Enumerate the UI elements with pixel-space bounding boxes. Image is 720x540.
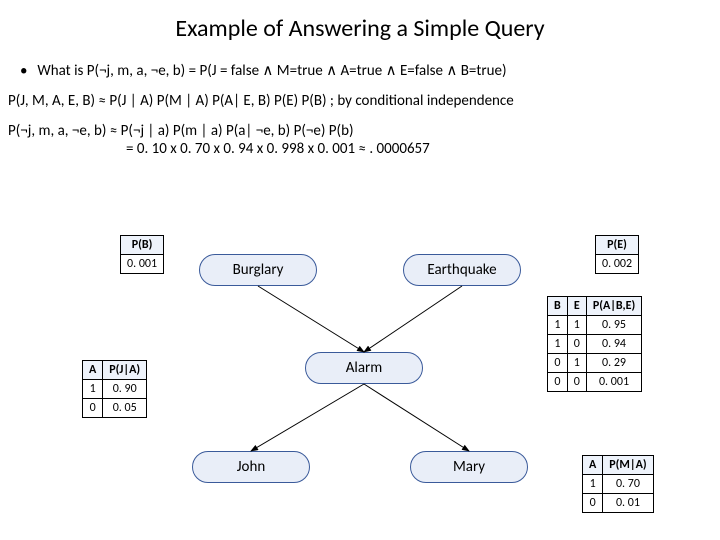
table-cell: 0. 95 <box>586 316 641 335</box>
bullet-line: • What is P(¬j, m, a, ¬e, b) = P(J = fal… <box>0 53 720 80</box>
table-cell: 0 <box>583 494 603 513</box>
table-cell: 0. 90 <box>103 380 147 399</box>
table-cell: 0. 002 <box>596 255 639 274</box>
table-cell: 0. 001 <box>586 373 641 392</box>
table-row: 0. 001 <box>121 255 164 274</box>
table-cell: 0 <box>548 354 568 373</box>
table-pe: P(E)0. 002 <box>595 235 639 274</box>
table-row: 100. 94 <box>548 335 642 354</box>
table-header: P(B) <box>121 236 164 255</box>
table-row: 000. 001 <box>548 373 642 392</box>
table-cell: 0 <box>83 399 103 418</box>
table-header: A <box>83 361 103 380</box>
node-mary: Mary <box>410 451 528 483</box>
table-cell: 1 <box>548 335 568 354</box>
table-cell: 1 <box>567 354 586 373</box>
table-cell: 1 <box>548 316 568 335</box>
table-row: 110. 95 <box>548 316 642 335</box>
table-cell: 1 <box>83 380 103 399</box>
table-row: 10. 90 <box>83 380 147 399</box>
table-header: P(M|A) <box>603 456 653 475</box>
equation-line-2b: = 0. 10 x 0. 70 x 0. 94 x 0. 998 x 0. 00… <box>0 140 720 158</box>
table-cell: 0 <box>567 335 586 354</box>
node-alarm: Alarm <box>305 352 423 384</box>
table-header: P(E) <box>596 236 639 255</box>
table-pb: P(B)0. 001 <box>120 235 164 274</box>
table-pja: AP(J|A)10. 9000. 05 <box>82 360 147 418</box>
table-header: B <box>548 297 568 316</box>
table-pma: AP(M|A)10. 7000. 01 <box>582 455 654 513</box>
table-cell: 0. 29 <box>586 354 641 373</box>
node-burglary: Burglary <box>199 254 317 286</box>
table-cell: 0. 01 <box>603 494 653 513</box>
equation-line-2: P(¬j, m, a, ¬e, b) ≈ P(¬j | a) P(m | a) … <box>0 110 720 140</box>
bullet-dot: • <box>20 62 34 80</box>
table-row: 00. 01 <box>583 494 654 513</box>
table-header: E <box>567 297 586 316</box>
table-row: 00. 05 <box>83 399 147 418</box>
table-cell: 1 <box>583 475 603 494</box>
equation-line-1: P(J, M, A, E, B) ≈ P(J | A) P(M | A) P(A… <box>0 80 720 110</box>
table-row: 010. 29 <box>548 354 642 373</box>
table-cell: 0. 001 <box>121 255 164 274</box>
table-cell: 0. 05 <box>103 399 147 418</box>
table-row: 10. 70 <box>583 475 654 494</box>
table-header: P(A|B,E) <box>586 297 641 316</box>
page-title: Example of Answering a Simple Query <box>0 0 720 53</box>
node-earthquake: Earthquake <box>403 254 521 286</box>
bullet-text: What is P(¬j, m, a, ¬e, b) = P(J = false… <box>37 62 506 80</box>
table-cell: 0 <box>548 373 568 392</box>
table-cell: 0 <box>567 373 586 392</box>
table-pabe: BEP(A|B,E)110. 95100. 94010. 29000. 001 <box>547 296 642 392</box>
table-cell: 0. 94 <box>586 335 641 354</box>
table-cell: 1 <box>567 316 586 335</box>
table-cell: 0. 70 <box>603 475 653 494</box>
table-header: A <box>583 456 603 475</box>
table-row: 0. 002 <box>596 255 639 274</box>
node-john: John <box>192 451 310 483</box>
table-header: P(J|A) <box>103 361 147 380</box>
